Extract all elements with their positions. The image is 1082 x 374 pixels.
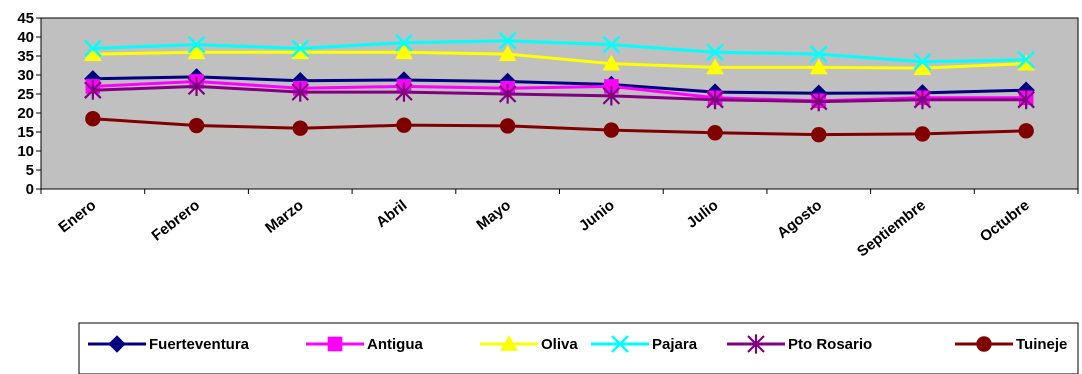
data-point-marker: [396, 117, 412, 133]
legend-entry: Pajara: [591, 335, 698, 353]
series-line: [92, 117, 1027, 137]
data-point-marker: [498, 45, 517, 61]
y-tick-label: 45: [17, 10, 34, 27]
data-point-marker: [187, 43, 206, 60]
legend-entry: Oliva: [480, 334, 578, 353]
series-line: [92, 84, 1027, 104]
data-point-marker: [913, 52, 932, 71]
data-point-marker: [1018, 123, 1034, 139]
data-point-marker: [809, 45, 828, 63]
legend-marker: [976, 336, 992, 352]
series-line: [92, 39, 1027, 64]
x-category-label: Septiembre: [854, 197, 929, 261]
legend-entry: Pto Rosario: [727, 334, 872, 354]
y-tick-label: 10: [17, 143, 34, 160]
legend-label: Pajara: [652, 336, 698, 353]
data-point-marker: [291, 82, 310, 102]
data-point-marker: [811, 126, 827, 143]
data-point-marker: [602, 35, 621, 54]
x-category-label: Junio: [576, 197, 618, 235]
legend-marker: [500, 334, 518, 351]
data-point-marker: [602, 86, 621, 106]
data-point-marker: [706, 90, 724, 110]
data-point-marker: [187, 35, 206, 54]
legend: Fuerteventura Antigua Oliva Pajara Pto Rosar…: [78, 322, 1079, 374]
series-line: [92, 75, 1027, 95]
y-tick-label: 20: [17, 105, 34, 122]
y-tick-label: 30: [17, 67, 34, 84]
data-point-marker: [292, 120, 308, 136]
data-point-marker: [1017, 90, 1035, 110]
legend-label: Tuineje: [1016, 336, 1067, 353]
x-category-label: Octubre: [977, 197, 1033, 246]
x-category-label: Mayo: [473, 197, 514, 234]
data-point-marker: [498, 31, 517, 50]
data-point-marker: [395, 82, 413, 102]
series-tuineje: [85, 111, 1034, 143]
data-point-marker: [498, 84, 517, 104]
data-point-marker: [706, 58, 724, 75]
data-point-marker: [395, 33, 413, 52]
legend-entry: Antigua: [306, 336, 423, 353]
y-axis: 0 5 10 15 20 25 30 35 40 45: [17, 10, 42, 198]
legend-label: Oliva: [541, 336, 578, 353]
x-category-label: Agosto: [774, 197, 825, 242]
x-category-label: Marzo: [262, 197, 307, 237]
data-point-marker: [187, 76, 206, 96]
data-point-marker: [809, 92, 828, 112]
series-oliva: [84, 43, 1035, 76]
data-point-marker: [395, 43, 413, 60]
data-point-marker: [85, 111, 101, 127]
y-tick-label: 25: [17, 86, 34, 103]
legend-label: Pto Rosario: [788, 336, 872, 353]
legend-entry: Fuerteventura: [88, 335, 250, 353]
data-point-marker: [809, 58, 828, 75]
data-point-marker: [83, 39, 102, 58]
series-pajara: [83, 31, 1036, 71]
data-point-marker: [706, 43, 724, 62]
series-pto-rosario: [84, 76, 1035, 112]
data-point-marker: [1017, 50, 1036, 69]
series-layer: [83, 31, 1036, 143]
legend-marker: [108, 335, 126, 353]
legend-marker: [327, 336, 343, 352]
y-tick-label: 40: [17, 29, 34, 46]
data-point-marker: [188, 117, 205, 134]
legend-marker: [747, 334, 765, 354]
y-tick-label: 15: [17, 124, 34, 141]
data-point-marker: [84, 80, 102, 100]
legend-label: Fuerteventura: [149, 336, 250, 353]
data-point-marker: [499, 118, 516, 134]
x-axis: Enero Febrero Marzo Abril Mayo Junio Julio Agos…: [40, 188, 1079, 261]
data-point-marker: [603, 122, 620, 138]
y-tick-label: 5: [26, 162, 34, 179]
series-line: [92, 50, 1027, 70]
x-category-label: Febrero: [149, 197, 203, 245]
data-point-marker: [913, 90, 932, 110]
x-category-label: Abril: [373, 197, 410, 231]
data-point-marker: [291, 39, 310, 58]
x-category-label: Julio: [683, 197, 721, 232]
legend-label: Antigua: [367, 336, 423, 353]
y-tick-label: 35: [17, 48, 34, 65]
legend-entry: Tuineje: [955, 336, 1067, 353]
legend-marker: [611, 335, 629, 353]
data-point-marker: [914, 126, 931, 142]
data-point-marker: [707, 125, 723, 141]
x-category-label: Enero: [55, 197, 99, 237]
data-point-marker: [602, 54, 621, 71]
y-tick-label: 0: [26, 181, 34, 198]
legend-box: [78, 322, 1079, 374]
